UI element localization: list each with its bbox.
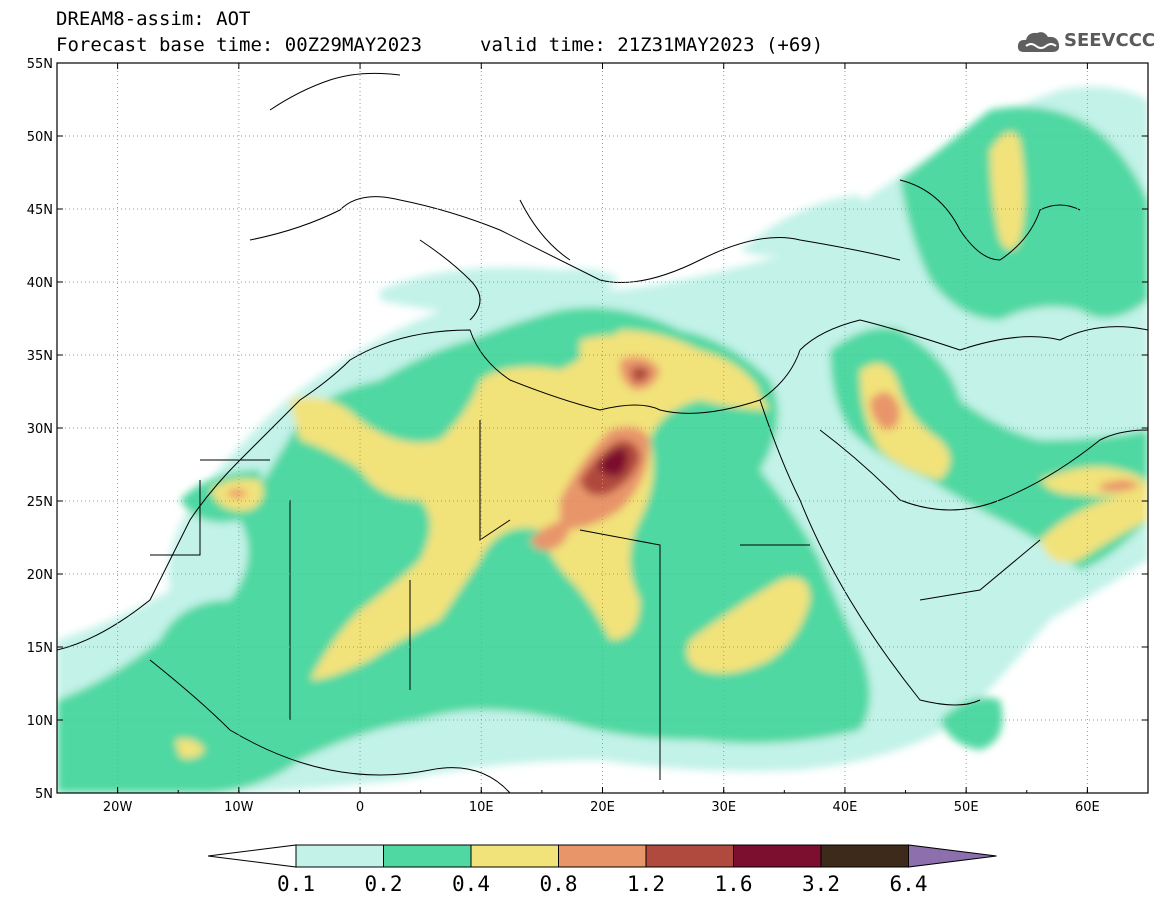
colorbar-segment	[295, 844, 384, 868]
colorbar-label: 0.2	[365, 872, 403, 896]
lat-tick-label: 5N	[35, 787, 53, 802]
lat-tick-label: 50N	[27, 130, 53, 145]
cloud-logo-icon	[1017, 32, 1060, 52]
seevccc-logo: SEEVCCC	[1016, 26, 1156, 56]
map-title: DREAM8-assim: AOT	[56, 8, 251, 30]
lon-tick-label: 30E	[711, 800, 736, 815]
axis-ticks: 20W 10W 0 10E 20E 30E 40E 50E 60E 55N 50N 45N 40N 35N…	[27, 57, 1149, 815]
lat-tick-label: 35N	[27, 349, 53, 364]
colorbar-label: 6.4	[890, 872, 928, 896]
forecast-base-time: Forecast base time: 00Z29MAY2023	[56, 34, 423, 56]
colorbar-segment	[733, 844, 822, 868]
colorbar-segment	[820, 844, 909, 868]
colorbar-label: 1.6	[715, 872, 753, 896]
lon-tick-label: 20E	[590, 800, 615, 815]
valid-time: valid time: 21Z31MAY2023 (+69)	[480, 34, 824, 56]
lon-tick-label: 40E	[833, 800, 858, 815]
lat-tick-label: 55N	[27, 57, 53, 72]
colorbar-over-triangle	[908, 844, 997, 868]
lat-tick-label: 15N	[27, 641, 53, 656]
colorbar-under-triangle	[207, 844, 297, 868]
lat-tick-label: 45N	[27, 203, 53, 218]
lon-tick-label: 10E	[469, 800, 494, 815]
lon-tick-label: 20W	[103, 800, 133, 815]
colorbar-segment	[383, 844, 472, 868]
colorbar-label: 0.1	[277, 872, 315, 896]
lat-tick-label: 20N	[27, 568, 53, 583]
colorbar: 0.1 0.2 0.4 0.8 1.2 1.6 3.2 6.4	[207, 844, 997, 896]
lon-tick-label: 10W	[224, 800, 254, 815]
logo-text: SEEVCCC	[1064, 30, 1156, 51]
colorbar-label: 1.2	[627, 872, 665, 896]
colorbar-label: 0.4	[452, 872, 490, 896]
lon-tick-label: 50E	[954, 800, 979, 815]
colorbar-segment	[470, 844, 559, 868]
lat-tick-label: 40N	[27, 276, 53, 291]
lat-tick-label: 25N	[27, 495, 53, 510]
coastlines	[57, 72, 1148, 793]
lon-tick-label: 0	[356, 800, 364, 815]
lat-tick-label: 10N	[27, 714, 53, 729]
colorbar-label: 3.2	[802, 872, 840, 896]
colorbar-label: 0.8	[540, 872, 578, 896]
lon-tick-label: 60E	[1075, 800, 1100, 815]
lat-lon-grid	[57, 63, 1148, 793]
colorbar-segment	[645, 844, 734, 868]
colorbar-segment	[558, 844, 647, 868]
lat-tick-label: 30N	[27, 422, 53, 437]
